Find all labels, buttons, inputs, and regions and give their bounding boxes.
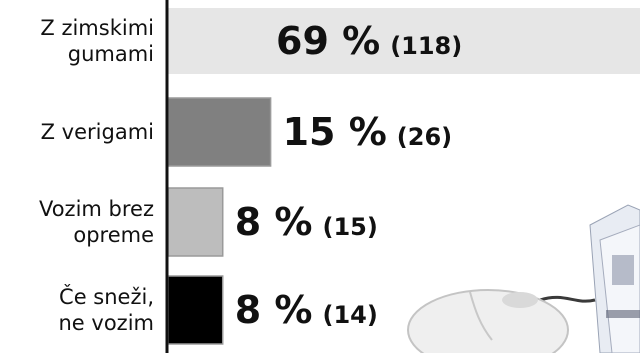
category-label-3: Če sneži, ne vozim	[59, 284, 155, 335]
value-label-0: 69 %	[276, 19, 380, 63]
count-label-0: (118)	[390, 32, 462, 60]
count-label-1: (26)	[397, 123, 452, 151]
count-label-3: (14)	[322, 301, 377, 329]
category-label-2: Vozim brez opreme	[39, 197, 154, 247]
count-label-2: (15)	[322, 213, 377, 241]
value-label-2: 8 %	[235, 200, 313, 244]
bar-2	[167, 187, 224, 257]
computer-mouse-and-papers-icon	[407, 204, 640, 353]
category-label-1: Z verigami	[41, 120, 154, 144]
category-label-0: Z zimskimi gumami	[40, 16, 154, 66]
value-label-1: 15 %	[283, 110, 387, 154]
value-label-3: 8 %	[235, 288, 313, 332]
bar-1	[167, 97, 272, 167]
bar-3	[167, 275, 224, 345]
bar-0	[168, 8, 640, 74]
